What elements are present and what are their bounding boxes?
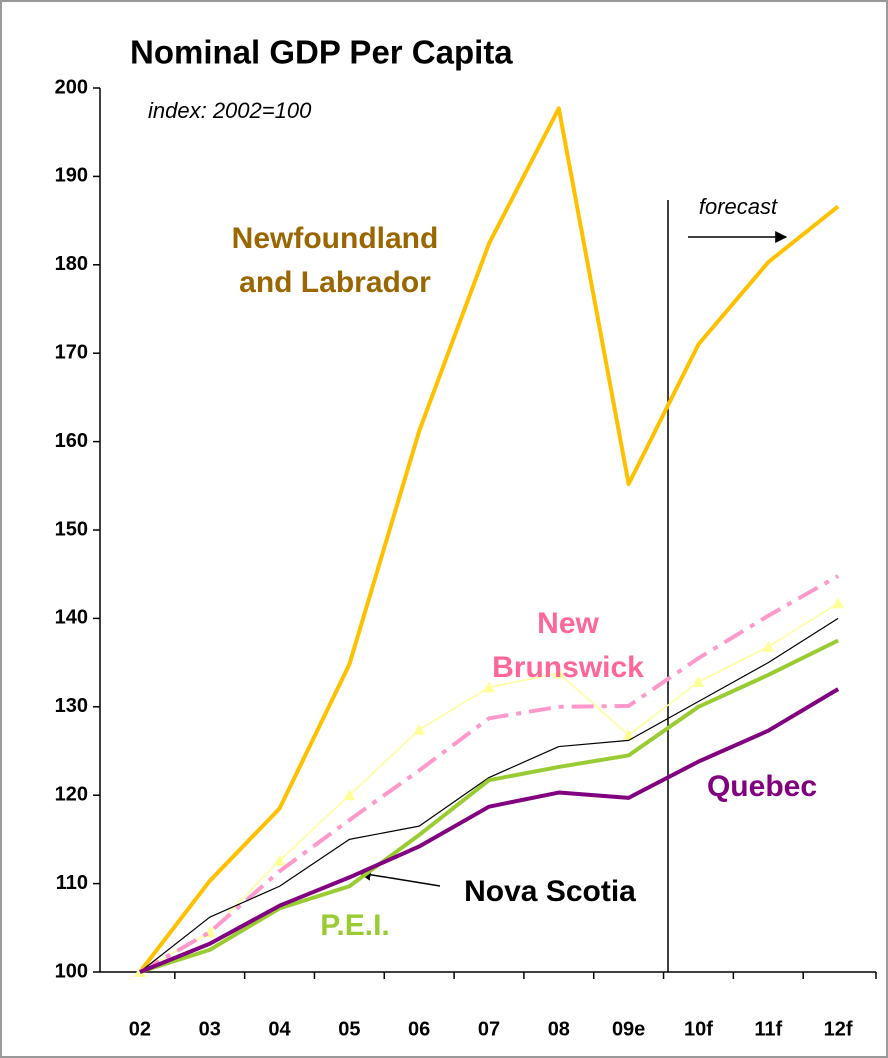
x-tick-label: 02 bbox=[129, 1018, 151, 1040]
x-tick-label: 08 bbox=[548, 1018, 570, 1040]
point bbox=[273, 854, 286, 866]
x-tick-label: 07 bbox=[478, 1018, 500, 1040]
x-tick-label: 05 bbox=[338, 1018, 360, 1040]
x-tick-label: 04 bbox=[268, 1018, 291, 1040]
point bbox=[832, 597, 845, 609]
y-tick-label: 100 bbox=[55, 960, 88, 982]
y-tick-label: 120 bbox=[55, 783, 88, 805]
annotation: Quebec bbox=[707, 770, 817, 803]
y-tick-label: 130 bbox=[55, 695, 88, 717]
series-line bbox=[138, 106, 840, 974]
annotation-arrow bbox=[358, 868, 441, 887]
point bbox=[343, 789, 356, 801]
point bbox=[692, 676, 705, 688]
y-tick-label: 170 bbox=[55, 341, 88, 363]
y-tick-label: 160 bbox=[55, 430, 88, 452]
point bbox=[552, 667, 565, 679]
x-tick-label: 12f bbox=[824, 1018, 853, 1040]
point bbox=[413, 723, 426, 735]
y-tick-label: 200 bbox=[55, 76, 88, 98]
point bbox=[483, 681, 495, 693]
series-line bbox=[139, 687, 840, 974]
series-line bbox=[139, 638, 839, 974]
annotation: and Labrador bbox=[239, 266, 431, 299]
y-tick-label: 180 bbox=[55, 253, 88, 275]
annotation: New bbox=[537, 607, 599, 640]
point bbox=[762, 640, 775, 652]
y-tick-label: 190 bbox=[55, 165, 88, 187]
y-tick-label: 140 bbox=[55, 607, 88, 629]
series-line bbox=[138, 574, 840, 974]
x-tick-label: 06 bbox=[408, 1018, 430, 1040]
x-tick-label: 09e bbox=[612, 1018, 645, 1040]
series-line bbox=[139, 617, 839, 973]
x-tick-label: 03 bbox=[199, 1018, 221, 1040]
annotation: Nova Scotia bbox=[464, 875, 636, 908]
x-tick-label: 10f bbox=[684, 1018, 713, 1040]
point bbox=[622, 729, 635, 741]
forecast-label: forecast bbox=[699, 194, 778, 219]
annotation: P.E.I. bbox=[320, 909, 390, 942]
y-tick-label: 110 bbox=[56, 872, 88, 894]
chart-title: Nominal GDP Per Capita bbox=[130, 34, 513, 71]
annotation: Newfoundland bbox=[232, 222, 439, 255]
x-tick-label: 11f bbox=[754, 1018, 782, 1040]
annotation: Brunswick bbox=[492, 651, 644, 684]
subtitle: index: 2002=100 bbox=[148, 98, 312, 123]
y-tick-label: 150 bbox=[55, 518, 88, 540]
